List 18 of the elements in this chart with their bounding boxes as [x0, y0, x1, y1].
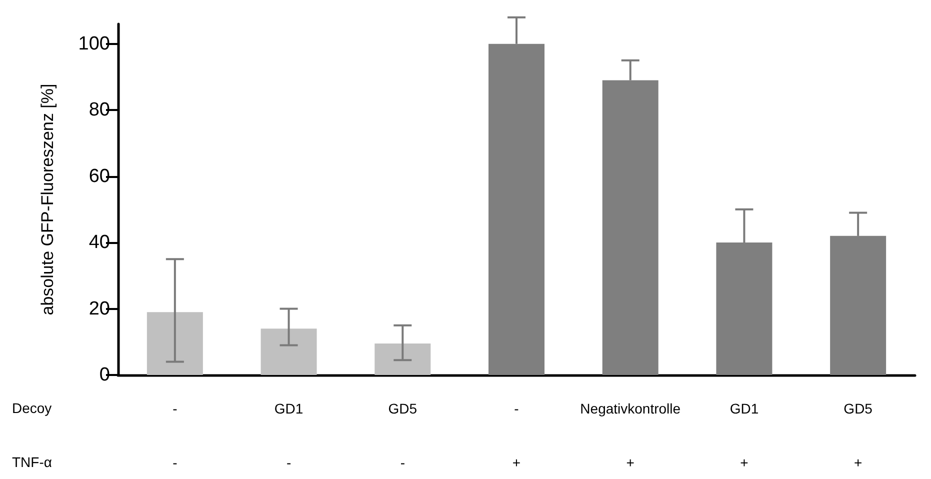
y-tick-label: 100	[78, 33, 110, 54]
bar	[146, 312, 203, 375]
category-label: GD1 +	[730, 400, 759, 470]
y-tick-label: 60	[88, 166, 110, 187]
text: Decoy	[12, 400, 52, 416]
y-tick-label: 80	[88, 100, 110, 121]
category-label: GD1 -	[274, 400, 304, 470]
category-label: GD5 +	[844, 400, 872, 470]
category-label: Negativkontrolle +	[580, 400, 681, 470]
bar	[260, 328, 317, 375]
y-tick-label: 40	[88, 232, 110, 254]
category-label: - -	[172, 400, 178, 470]
category-label: - +	[512, 400, 521, 470]
category-label: GD5 -	[388, 400, 418, 470]
text: TNF-α	[12, 454, 52, 470]
y-axis-title: absolute GFP-Fluoreszenz [%]	[38, 84, 57, 316]
bar	[374, 344, 431, 375]
y-tick-label: 20	[88, 298, 110, 320]
